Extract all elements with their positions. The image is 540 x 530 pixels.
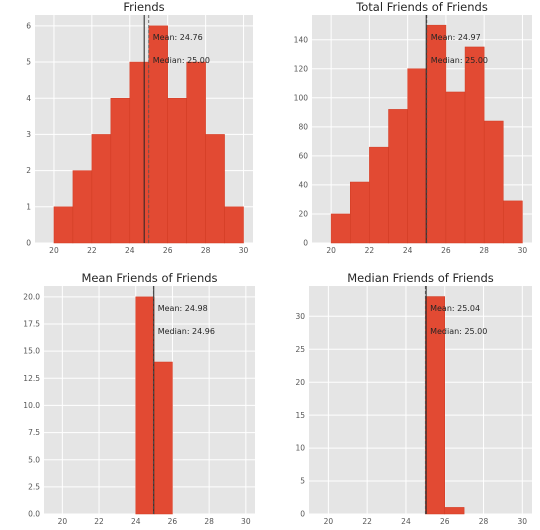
mean-friends-of-friends-title: Mean Friends of Friends [81, 271, 217, 285]
median-friends-of-friends-x-tick-label: 26 [440, 517, 450, 526]
median-friends-of-friends-y-tick-label: 10 [295, 444, 305, 453]
total-friends-of-friends-y-tick-label: 20 [298, 210, 308, 219]
mean-friends-of-friends-x-tick-label: 30 [241, 517, 251, 526]
median-friends-of-friends-title: Median Friends of Friends [347, 271, 494, 285]
mean-friends-of-friends-y-tick-label: 5.0 [28, 455, 40, 464]
friends-bar [53, 206, 74, 244]
total-friends-of-friends-y-tick-label: 120 [294, 64, 309, 73]
mean-friends-of-friends-y-tick-label: 0.0 [28, 510, 40, 519]
mean-friends-of-friends-y-tick-label: 17.5 [23, 320, 40, 329]
total-friends-of-friends-y-tick-label: 80 [298, 122, 308, 131]
median-friends-of-friends-y-tick-label: 30 [295, 312, 305, 321]
total-friends-of-friends-y-tick-label: 0 [303, 239, 308, 248]
total-friends-of-friends-y-tick-label: 140 [294, 35, 309, 44]
median-friends-of-friends-x-tick-label: 22 [362, 517, 372, 526]
median-friends-of-friends-y-tick-label: 25 [295, 345, 305, 354]
friends-y-tick-label: 0 [26, 239, 31, 248]
subplot-mean-friends-of-friends: Mean: 24.98 Median: 24.96 Mean Friends of … [23, 271, 255, 526]
total-friends-of-friends-x-tick-label: 20 [326, 246, 336, 255]
mean-friends-of-friends-bar [135, 296, 155, 515]
mean-friends-of-friends-x-tick-label: 20 [58, 517, 68, 526]
total-friends-of-friends-median-label: Median: 25.00 [431, 56, 488, 65]
total-friends-of-friends-bar [464, 46, 485, 244]
mean-friends-of-friends-x-tick-label: 26 [168, 517, 178, 526]
friends-bar [110, 97, 131, 244]
friends-y-tick-label: 3 [26, 130, 31, 139]
total-friends-of-friends-bar [350, 181, 370, 244]
friends-x-tick-label: 22 [87, 246, 97, 255]
total-friends-of-friends-bar [369, 146, 389, 244]
friends-median-label: Median: 25.00 [153, 56, 210, 65]
friends-x-tick-label: 28 [201, 246, 211, 255]
mean-friends-of-friends-y-tick-label: 2.5 [28, 482, 40, 491]
total-friends-of-friends-bar [388, 109, 408, 244]
friends-bar [224, 206, 244, 244]
median-friends-of-friends-y-tick-label: 20 [295, 378, 305, 387]
subplot-total-friends-of-friends: Mean: 24.97 Median: 25.00 Total Friends of… [294, 0, 532, 255]
friends-title: Friends [123, 0, 164, 14]
total-friends-of-friends-bar [330, 213, 351, 244]
median-friends-of-friends-x-tick-label: 30 [518, 517, 528, 526]
mean-friends-of-friends-x-tick-label: 24 [131, 517, 141, 526]
friends-y-tick-label: 1 [26, 202, 31, 211]
mean-friends-of-friends-y-tick-label: 20.0 [23, 292, 40, 301]
friends-y-tick-label: 4 [26, 94, 31, 103]
friends-x-tick-label: 24 [125, 246, 135, 255]
median-friends-of-friends-y-tick-label: 15 [295, 411, 305, 420]
median-friends-of-friends-plot-area [309, 286, 532, 514]
friends-bar [167, 97, 187, 244]
total-friends-of-friends-x-tick-label: 30 [518, 246, 528, 255]
median-friends-of-friends-bar [444, 507, 465, 515]
total-friends-of-friends-title: Total Friends of Friends [355, 0, 488, 14]
total-friends-of-friends-y-tick-label: 40 [298, 181, 308, 190]
total-friends-of-friends-y-tick-label: 60 [298, 151, 308, 160]
friends-bar [91, 134, 112, 244]
total-friends-of-friends-bar [407, 68, 428, 244]
median-friends-of-friends-bar [425, 296, 445, 515]
mean-friends-of-friends-mean-label: Mean: 24.98 [158, 304, 208, 313]
median-friends-of-friends-x-tick-label: 28 [479, 517, 489, 526]
mean-friends-of-friends-y-tick-label: 10.0 [23, 401, 40, 410]
friends-x-tick-label: 20 [49, 246, 59, 255]
total-friends-of-friends-bar [483, 120, 504, 244]
friends-bar [129, 61, 149, 244]
median-friends-of-friends-median-label: Median: 25.00 [430, 327, 487, 336]
mean-friends-of-friends-median-label: Median: 24.96 [158, 327, 215, 336]
friends-bar [186, 61, 206, 244]
friends-bar [72, 170, 93, 244]
mean-friends-of-friends-bar [153, 361, 173, 515]
total-friends-of-friends-x-tick-label: 22 [365, 246, 375, 255]
median-friends-of-friends-x-tick-label: 24 [401, 517, 411, 526]
friends-y-tick-label: 2 [26, 166, 31, 175]
subplot-median-friends-of-friends: Mean: 25.04 Median: 25.00 Median Friends o… [295, 271, 532, 526]
mean-friends-of-friends-y-tick-label: 7.5 [28, 428, 40, 437]
friends-x-tick-label: 30 [239, 246, 249, 255]
friends-x-tick-label: 26 [163, 246, 173, 255]
friends-bar [205, 134, 225, 244]
total-friends-of-friends-x-tick-label: 28 [479, 246, 489, 255]
total-friends-of-friends-y-tick-label: 100 [294, 93, 309, 102]
mean-friends-of-friends-y-tick-label: 12.5 [23, 374, 40, 383]
mean-friends-of-friends-x-tick-label: 22 [94, 517, 104, 526]
mean-friends-of-friends-x-tick-label: 28 [204, 517, 214, 526]
mean-friends-of-friends-y-tick-label: 15.0 [23, 347, 40, 356]
median-friends-of-friends-mean-label: Mean: 25.04 [430, 304, 480, 313]
total-friends-of-friends-bar [445, 91, 466, 244]
total-friends-of-friends-mean-label: Mean: 24.97 [431, 33, 481, 42]
total-friends-of-friends-x-tick-label: 26 [441, 246, 451, 255]
median-friends-of-friends-x-tick-label: 20 [324, 517, 334, 526]
median-friends-of-friends-y-tick-label: 0 [300, 510, 305, 519]
friends-y-tick-label: 5 [26, 58, 31, 67]
friends-y-tick-label: 6 [26, 21, 31, 30]
median-friends-of-friends-y-tick-label: 5 [300, 477, 305, 486]
total-friends-of-friends-x-tick-label: 24 [403, 246, 413, 255]
total-friends-of-friends-bar [503, 200, 523, 244]
friends-mean-label: Mean: 24.76 [153, 33, 203, 42]
